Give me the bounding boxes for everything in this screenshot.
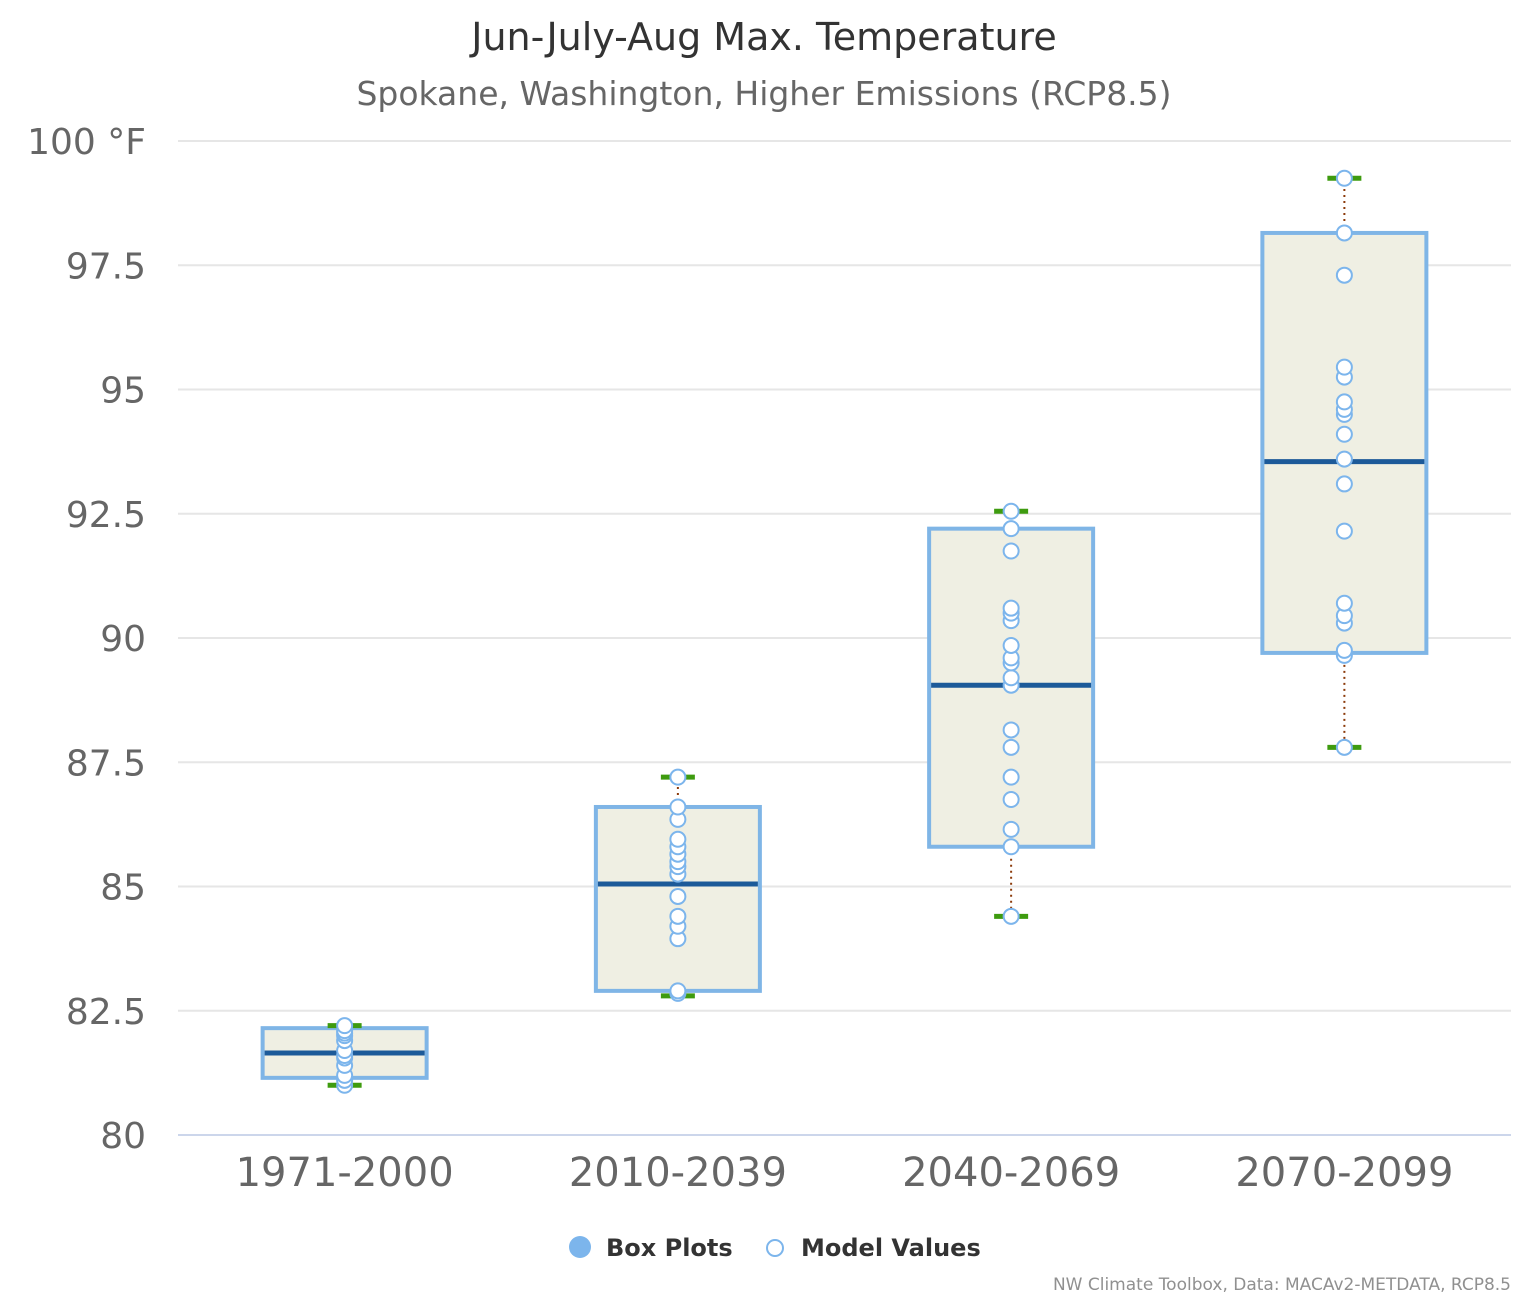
model-value-point[interactable] <box>1335 475 1353 493</box>
legend-item-box-plots[interactable]: Box Plots <box>569 1234 733 1262</box>
y-tick-label: 80 <box>100 1116 146 1157</box>
box-plots <box>260 175 1429 1088</box>
y-tick-label: 97.5 <box>66 246 146 287</box>
model-value-point[interactable] <box>669 798 687 816</box>
x-tick-label: 2070-2099 <box>1235 1150 1453 1196</box>
x-tick-label: 2040-2069 <box>902 1150 1120 1196</box>
chart-credits[interactable]: NW Climate Toolbox, Data: MACAv2-METDATA… <box>1053 1275 1511 1295</box>
model-value-point[interactable] <box>1335 641 1353 659</box>
gridlines <box>178 140 1511 1012</box>
model-value-point[interactable] <box>1335 358 1353 376</box>
x-tick-label: 2010-2039 <box>569 1150 787 1196</box>
y-tick-label: 95 <box>100 371 146 412</box>
y-tick-label: 90 <box>100 619 146 660</box>
model-value-point[interactable] <box>1335 450 1353 468</box>
model-value-point[interactable] <box>1002 636 1020 654</box>
y-axis-tick-labels: 80 82.5 85 87.5 90 92.5 95 97.5 100 °F <box>27 122 146 1157</box>
model-value-point[interactable] <box>1335 425 1353 443</box>
model-value-point[interactable] <box>1335 266 1353 284</box>
model-value-point[interactable] <box>669 982 687 1000</box>
y-tick-label: 100 °F <box>27 122 146 163</box>
model-value-point[interactable] <box>669 830 687 848</box>
chart-title: Jun-July-Aug Max. Temperature <box>469 15 1056 59</box>
model-value-point[interactable] <box>1002 791 1020 809</box>
model-value-point[interactable] <box>1002 820 1020 838</box>
model-value-points <box>336 169 1353 1094</box>
model-value-point[interactable] <box>1002 542 1020 560</box>
y-tick-label: 92.5 <box>66 495 146 536</box>
model-value-point[interactable] <box>1002 738 1020 756</box>
box-iqr <box>1260 230 1429 655</box>
legend[interactable]: Box Plots Model Values <box>569 1234 981 1262</box>
x-tick-label: 1971-2000 <box>236 1150 454 1196</box>
model-value-point[interactable] <box>1002 520 1020 538</box>
model-value-point[interactable] <box>1002 838 1020 856</box>
box-plot-2040-2069[interactable] <box>927 508 1096 919</box>
model-value-point[interactable] <box>1335 738 1353 756</box>
model-value-point[interactable] <box>1335 393 1353 411</box>
model-value-point[interactable] <box>1002 907 1020 925</box>
model-value-point[interactable] <box>669 907 687 925</box>
legend-box-plots-label: Box Plots <box>606 1234 733 1262</box>
model-value-point[interactable] <box>1335 169 1353 187</box>
model-value-point[interactable] <box>1335 522 1353 540</box>
y-tick-label: 82.5 <box>66 992 146 1033</box>
x-axis-tick-labels: 1971-2000 2010-2039 2040-2069 2070-2099 <box>236 1150 1454 1196</box>
model-value-point[interactable] <box>1002 669 1020 687</box>
box-plot-2070-2099[interactable] <box>1260 175 1429 750</box>
legend-item-model-values[interactable]: Model Values <box>766 1234 981 1262</box>
model-value-point[interactable] <box>1002 768 1020 786</box>
legend-model-values-label: Model Values <box>801 1234 981 1262</box>
model-value-point[interactable] <box>1002 599 1020 617</box>
model-value-point[interactable] <box>669 887 687 905</box>
model-value-point[interactable] <box>1335 224 1353 242</box>
chart-subtitle: Spokane, Washington, Higher Emissions (R… <box>356 74 1171 113</box>
model-value-point[interactable] <box>1335 594 1353 612</box>
model-value-point[interactable] <box>336 1017 354 1035</box>
model-value-point[interactable] <box>1002 721 1020 739</box>
model-value-point[interactable] <box>669 768 687 786</box>
legend-box-plots-symbol <box>569 1236 591 1258</box>
y-tick-label: 87.5 <box>66 743 146 784</box>
model-value-point[interactable] <box>1002 502 1020 520</box>
y-tick-label: 85 <box>100 868 146 909</box>
legend-model-values-symbol <box>766 1239 784 1257</box>
